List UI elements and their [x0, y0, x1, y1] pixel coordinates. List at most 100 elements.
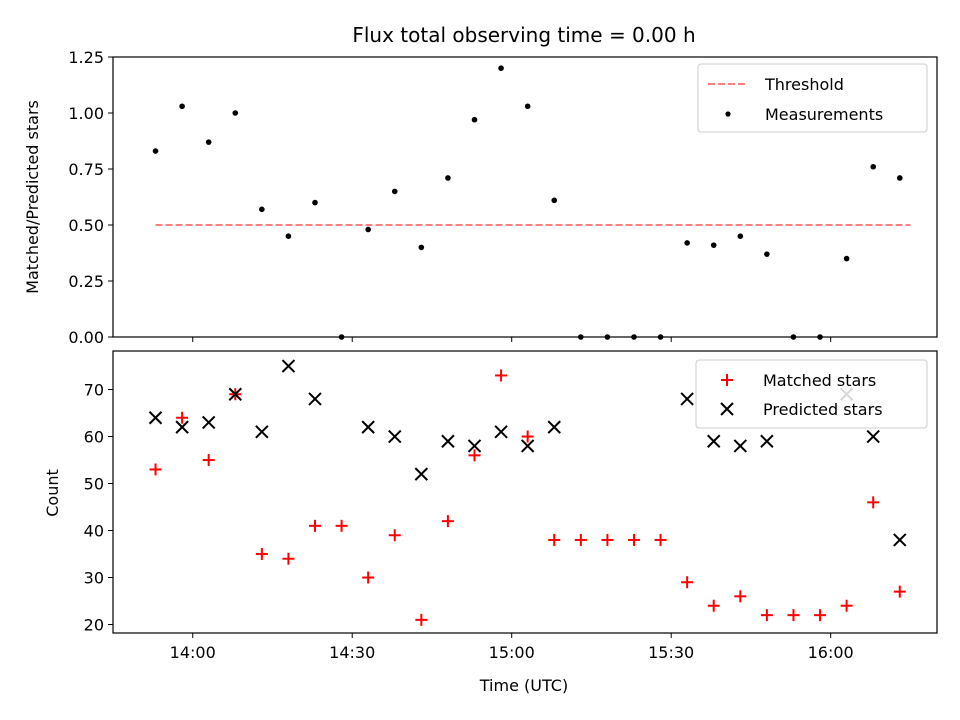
measurement-point: [843, 255, 850, 262]
bottom-y-tick-label: 40: [84, 522, 104, 541]
predicted-star-point: [148, 411, 163, 425]
predicted-star-point: [255, 425, 269, 439]
measurement-point: [737, 233, 744, 239]
predicted-star-x-b: [388, 429, 402, 444]
bottom-legend-box: [695, 359, 928, 429]
predicted-star-x-b: [414, 467, 429, 481]
bottom-y-ticks: 20 30 40 50 60 70: [84, 381, 113, 635]
predicted-star-point: [733, 439, 748, 453]
predicted-star-point: [175, 420, 189, 434]
measurement-point: [870, 163, 877, 170]
bottom-x-ticks: 14:00 14:30 15:00 15:30 16:00: [170, 633, 854, 662]
threshold-legend-label: Threshold: [764, 75, 844, 94]
predicted-star-point: [520, 439, 535, 453]
measurements-legend-label: Measurements: [765, 105, 883, 124]
bottom-y-tick-label: 20: [84, 616, 104, 635]
top-y-ticks: 0.00 0.25 0.50 0.75 1.00 1.25: [68, 48, 113, 347]
matched-star-point: [814, 609, 827, 622]
measurement-point: [152, 148, 159, 154]
measurement-point: [365, 226, 371, 233]
predicted-star-point: [414, 467, 429, 481]
top-legend: Threshold Measurements: [697, 63, 928, 133]
predicted-legend-marker: [720, 402, 734, 416]
matched-legend-marker: [721, 374, 733, 386]
bottom-y-tick-label: 30: [84, 569, 104, 588]
top-y-tick-label: 1.25: [68, 48, 104, 67]
predicted-star-x-b: [255, 425, 269, 439]
matched-star-point: [309, 519, 322, 532]
top-axes-frame: [112, 56, 938, 338]
bottom-y-tick-label: 60: [84, 428, 104, 447]
predicted-star-x-b: [201, 415, 216, 430]
matched-star-point: [415, 613, 428, 626]
matched-star-point: [282, 552, 295, 565]
measurement-point: [524, 103, 531, 110]
predicted-star-point: [494, 425, 508, 439]
matched-star-point: [681, 576, 694, 589]
bottom-x-tick-label: 15:30: [648, 643, 694, 662]
bottom-legend: Matched stars Predicted stars: [695, 359, 928, 429]
measurement-point: [391, 188, 398, 195]
matched-star-point: [335, 519, 348, 532]
predicted-star-x-b: [547, 420, 561, 434]
predicted-star-x-b: [866, 429, 880, 444]
measurement-point: [232, 110, 239, 116]
bottom-x-tick-label: 16:00: [808, 643, 854, 662]
predicted-star-point: [866, 429, 880, 444]
bottom-y-axis-label: Count: [43, 469, 62, 517]
predicted-star-x-b: [893, 533, 907, 547]
matched-star-point: [548, 533, 561, 546]
matched-star-point: [627, 533, 640, 546]
top-plot-area: [152, 65, 911, 340]
measurements-legend-marker: [725, 111, 731, 117]
predicted-star-point: [760, 434, 774, 448]
measurement-point: [285, 233, 292, 239]
measurement-point: [418, 244, 425, 251]
predicted-star-point: [228, 387, 242, 401]
measurement-point: [205, 139, 212, 145]
bottom-y-tick-label: 70: [84, 381, 104, 400]
matched-star-point: [202, 454, 215, 467]
measurement-point: [471, 116, 478, 123]
predicted-star-point: [388, 429, 402, 444]
top-y-tick-label: 0.25: [68, 272, 104, 291]
predicted-star-x-b: [281, 359, 296, 373]
matched-star-point: [521, 430, 534, 443]
predicted-star-x-b: [148, 411, 163, 425]
measurement-point: [498, 65, 504, 71]
matched-star-point: [362, 571, 375, 584]
measurement-point: [179, 103, 185, 110]
predicted-star-x-b: [760, 434, 774, 448]
predicted-star-x-b: [441, 434, 455, 448]
predicted-legend-label: Predicted stars: [763, 400, 883, 419]
top-chart-title: Flux total observing time = 0.00 h: [352, 23, 695, 47]
matched-star-point: [734, 590, 747, 603]
matched-star-point: [760, 609, 773, 622]
measurement-point: [710, 242, 717, 248]
bottom-x-tick-label: 14:00: [170, 643, 216, 662]
top-legend-box: [697, 63, 928, 133]
matched-star-point: [574, 533, 587, 546]
predicted-star-x-b: [707, 434, 721, 448]
matched-star-point: [601, 533, 614, 546]
matched-star-point: [707, 599, 720, 612]
measurement-point: [684, 240, 690, 246]
predicted-star-x-b: [733, 439, 748, 453]
predicted-star-point: [201, 415, 216, 430]
top-y-tick-label: 1.00: [68, 104, 104, 123]
measurement-point: [312, 199, 318, 206]
predicted-star-point: [893, 533, 907, 547]
predicted-star-point: [361, 420, 375, 434]
predicted-star-point: [707, 434, 721, 448]
matched-legend-label: Matched stars: [763, 371, 876, 390]
predicted-star-point: [547, 420, 561, 434]
bottom-plot-area: [148, 359, 907, 626]
matched-star-point: [840, 599, 853, 612]
measurement-point: [551, 197, 558, 204]
measurement-point: [764, 251, 770, 257]
matched-star-point: [495, 369, 508, 382]
measurement-point: [259, 206, 265, 213]
matched-star-point: [893, 585, 906, 598]
matched-star-point: [654, 533, 667, 546]
